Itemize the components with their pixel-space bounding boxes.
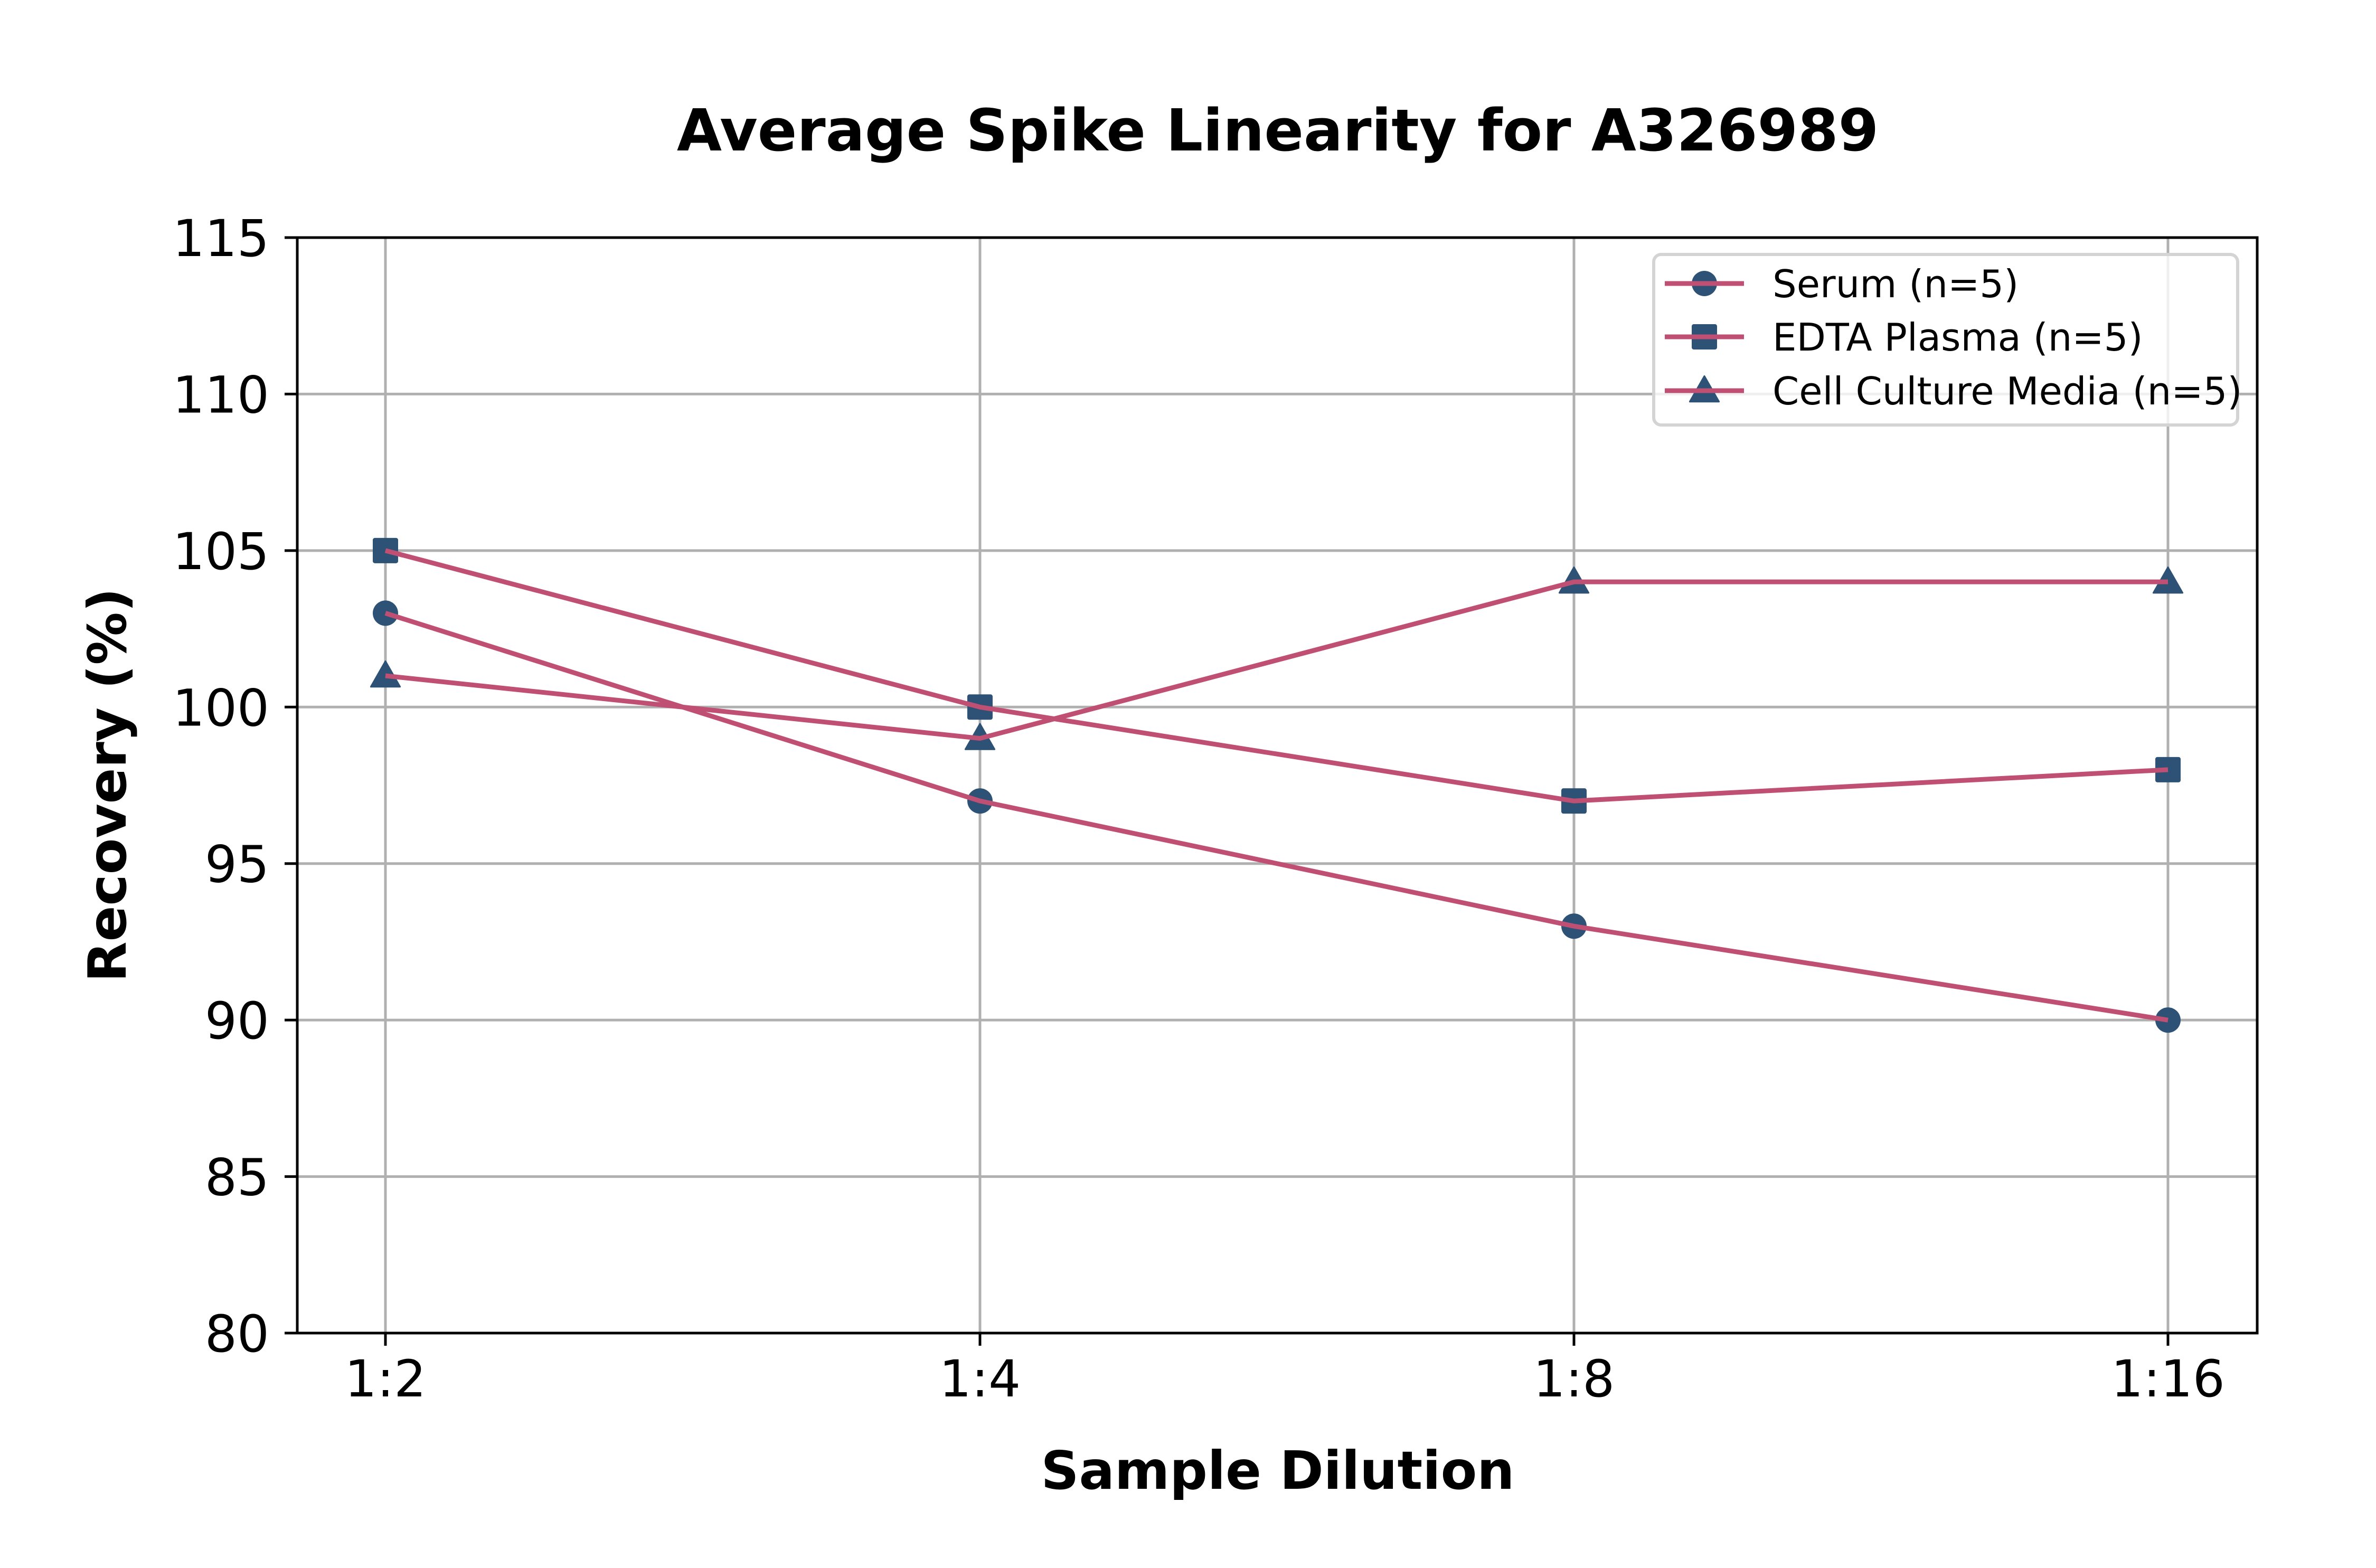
chart-title: Average Spike Linearity for A326989 [677, 97, 1879, 164]
legend-label: Serum (n=5) [1772, 262, 2019, 306]
y-tick-label: 105 [173, 522, 269, 581]
x-tick-label: 1:4 [939, 1349, 1021, 1409]
ticks: 1:2 1:4 1:8 1:16 80 85 90 95 100 105 110 115 [173, 209, 2225, 1409]
legend-frame [1652, 253, 2239, 427]
y-tick-label: 100 [173, 678, 269, 738]
series-line [384, 548, 2168, 804]
axes-frame [296, 236, 2259, 1335]
legend-item: EDTA Plasma (n=5) [1665, 315, 2143, 360]
legend-items: Serum (n=5) EDTA Plasma (n=5) Cell Culture… [1665, 262, 2242, 413]
series-triangle [370, 566, 2184, 750]
y-tick-label: 85 [205, 1148, 269, 1207]
data-point-triangle [370, 660, 401, 688]
legend-item: Cell Culture Media (n=5) [1665, 369, 2242, 413]
legend-item: Serum (n=5) [1665, 262, 2019, 306]
y-tick-label: 115 [173, 209, 269, 268]
y-tick-label: 80 [205, 1305, 269, 1364]
x-axis-label: Sample Dilution [1041, 1440, 1515, 1501]
y-tick-label: 95 [205, 835, 269, 894]
legend-label: Cell Culture Media (n=5) [1772, 369, 2242, 413]
y-axis-label: Recovery (%) [77, 588, 138, 983]
legend-label: EDTA Plasma (n=5) [1772, 315, 2143, 360]
y-tick-label: 110 [173, 365, 269, 424]
x-tick-label: 1:8 [1533, 1349, 1615, 1409]
series-line [385, 579, 2168, 741]
x-tick-label: 1:16 [2111, 1349, 2225, 1409]
series-layer [370, 537, 2184, 1033]
x-tick-label: 1:2 [345, 1349, 427, 1409]
y-tick-label: 90 [205, 991, 269, 1051]
legend: Serum (n=5) EDTA Plasma (n=5) Cell Culture… [1652, 253, 2242, 427]
series-square [373, 537, 2181, 814]
